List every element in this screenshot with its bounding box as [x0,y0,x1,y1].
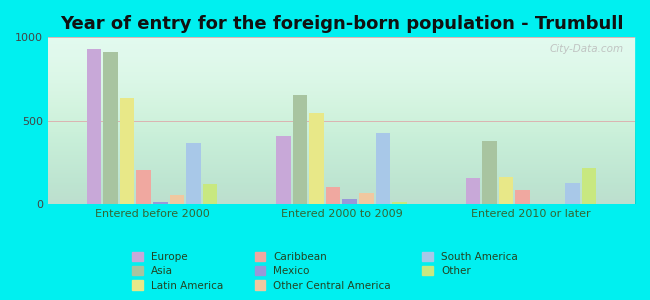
Bar [170,195,184,204]
Bar [276,136,291,204]
Bar [153,202,168,204]
Bar [136,170,151,204]
Bar [326,187,341,204]
Bar [499,177,514,204]
Bar [465,178,480,204]
Bar [359,193,374,204]
Bar [515,190,530,204]
Bar [343,199,357,204]
Bar [376,133,390,204]
Bar [186,143,201,204]
Bar [482,141,497,204]
Bar [565,183,580,204]
Bar [309,113,324,204]
Bar [582,168,596,204]
Title: Year of entry for the foreign-born population - Trumbull: Year of entry for the foreign-born popul… [60,15,623,33]
Bar [86,49,101,204]
Bar [203,184,217,204]
Text: City-Data.com: City-Data.com [549,44,623,54]
Bar [392,202,407,204]
Bar [292,95,307,204]
Bar [120,98,135,204]
Legend: Europe, Asia, Latin America, Caribbean, Mexico, Other Central America, South Ame: Europe, Asia, Latin America, Caribbean, … [128,248,522,295]
Bar [103,52,118,204]
